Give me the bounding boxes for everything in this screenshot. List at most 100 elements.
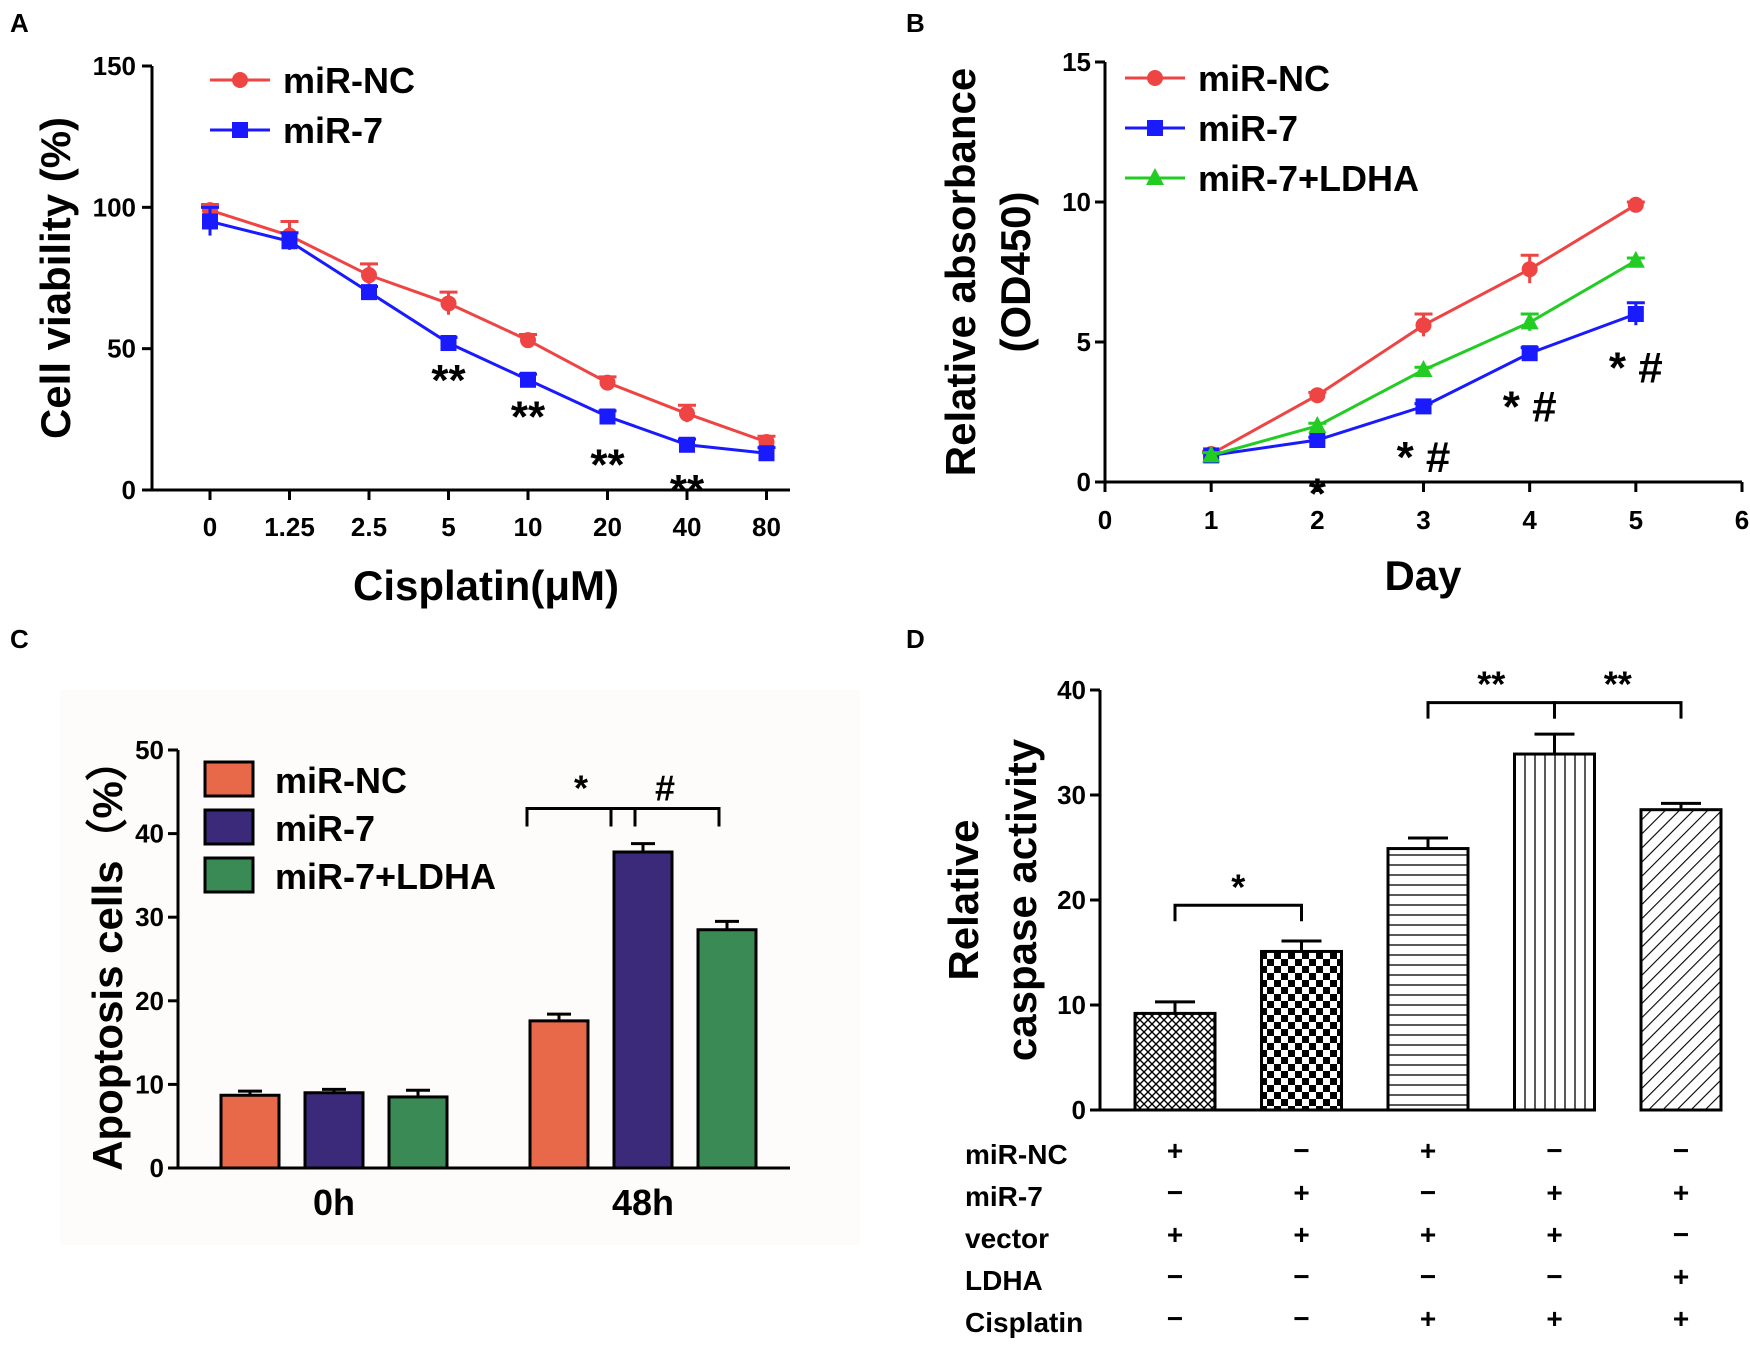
x-tick-label: 1 xyxy=(1204,505,1218,535)
x-tick-label: 1.25 xyxy=(264,512,315,542)
x-tick-label: 10 xyxy=(514,512,543,542)
y-tick-label: 0 xyxy=(1072,1095,1086,1125)
legend-swatch xyxy=(203,856,255,894)
condition-sign: + xyxy=(1293,1177,1309,1208)
condition-sign: − xyxy=(1546,1261,1562,1292)
condition-sign: + xyxy=(1420,1303,1436,1334)
x-axis-title: Day xyxy=(1384,552,1462,599)
legend-marker xyxy=(232,122,248,138)
condition-sign: − xyxy=(1420,1177,1436,1208)
condition-sign: + xyxy=(1546,1303,1562,1334)
y-axis-title-line-1: Relative xyxy=(940,819,987,980)
bracket-line xyxy=(525,807,637,827)
bar xyxy=(387,1095,449,1170)
data-point xyxy=(1414,360,1433,377)
condition-sign: + xyxy=(1673,1261,1689,1292)
condition-sign: + xyxy=(1546,1219,1562,1250)
significance-bracket: * xyxy=(1173,866,1303,922)
error-bar xyxy=(1534,732,1575,755)
panel-letter-d: D xyxy=(906,624,925,654)
condition-sign: − xyxy=(1673,1135,1689,1166)
x-tick-label: 2 xyxy=(1310,505,1324,535)
data-point xyxy=(599,408,616,425)
series-line xyxy=(209,220,767,455)
data-point xyxy=(1309,432,1326,448)
data-point xyxy=(1202,445,1221,463)
panel-a: 0 50 100 150 0 1.25 2.5 5 10 20 40 80 Cisplatin(μM) C… xyxy=(32,51,790,609)
legend: miR-NC miR-7 miR-7+LDHA xyxy=(1125,58,1419,199)
condition-sign: + xyxy=(1673,1177,1689,1208)
condition-sign: − xyxy=(1293,1261,1309,1292)
condition-label: miR-NC xyxy=(965,1139,1068,1170)
y-tick-label: 50 xyxy=(107,334,136,364)
x-tick-label: 2.5 xyxy=(351,512,387,542)
panel-letter-a: A xyxy=(10,8,29,38)
data-point xyxy=(1309,387,1326,404)
legend-marker xyxy=(232,72,248,88)
data-point xyxy=(281,233,298,250)
legend-label: miR-7+LDHA xyxy=(275,856,496,897)
y-tick-label: 10 xyxy=(1057,990,1086,1020)
condition-label: miR-7 xyxy=(965,1181,1043,1212)
significance-label: * xyxy=(1309,469,1327,518)
condition-sign: + xyxy=(1673,1303,1689,1334)
data-point xyxy=(1521,261,1538,278)
data-point xyxy=(520,332,536,349)
x-tick-label: 40 xyxy=(673,512,702,542)
data-point xyxy=(1627,196,1644,213)
y-tick-label: 15 xyxy=(1062,47,1091,77)
bar xyxy=(528,1019,590,1170)
data-point xyxy=(520,371,536,388)
data-point xyxy=(1626,250,1645,268)
data-point xyxy=(679,405,695,422)
condition-sign: + xyxy=(1420,1135,1436,1166)
legend-label: miR-NC xyxy=(275,760,407,801)
legend-label: miR-7 xyxy=(275,808,375,849)
series-1 xyxy=(201,205,776,462)
legend-marker xyxy=(1146,168,1164,185)
y-tick-label: 0 xyxy=(150,1153,164,1183)
series-line xyxy=(209,208,768,444)
x-tick-label: 80 xyxy=(752,512,781,542)
condition-sign: + xyxy=(1420,1219,1436,1250)
x-tick-label: 5 xyxy=(441,512,455,542)
condition-sign: − xyxy=(1546,1135,1562,1166)
condition-sign: + xyxy=(1293,1219,1309,1250)
bar xyxy=(696,928,758,1170)
bracket-line xyxy=(1553,701,1683,719)
y-tick-label: 20 xyxy=(135,986,164,1016)
significance-label: * # xyxy=(1503,383,1557,432)
legend-label: miR-NC xyxy=(283,60,415,101)
condition-sign: − xyxy=(1293,1135,1309,1166)
condition-sign: − xyxy=(1167,1303,1183,1334)
y-tick-label: 150 xyxy=(93,51,136,81)
legend-marker xyxy=(1147,120,1163,136)
data-point xyxy=(440,295,457,312)
legend-label: miR-7+LDHA xyxy=(1198,158,1419,199)
y-axis-title: Cell viability (%) xyxy=(32,117,79,439)
x-tick-label: 20 xyxy=(593,512,622,542)
y-tick-label: 5 xyxy=(1077,327,1091,357)
bar xyxy=(219,1093,281,1170)
y-tick-label: 50 xyxy=(135,735,164,765)
x-tick-label: 0 xyxy=(1098,505,1112,535)
y-tick-label: 0 xyxy=(122,475,136,505)
x-tick-label: 3 xyxy=(1416,505,1430,535)
bar xyxy=(612,850,674,1170)
condition-table: miR-NC + − + − − miR-7 − + − + + vector + + + + − LDHA − − − −… xyxy=(965,1135,1689,1338)
condition-label: Cisplatin xyxy=(965,1307,1083,1338)
y-axis-title-line-2: caspase activity xyxy=(998,738,1045,1061)
significance-label: * xyxy=(574,768,588,809)
data-point xyxy=(1627,306,1644,322)
legend-label: miR-7 xyxy=(283,110,383,151)
legend: miR-NC miR-7 miR-7+LDHA xyxy=(203,760,496,897)
significance-label: * xyxy=(1231,866,1245,907)
x-category-label: 0h xyxy=(313,1182,355,1223)
panel-letter-b: B xyxy=(906,8,925,38)
y-axis-title-line-2: (OD450) xyxy=(992,191,1039,352)
significance-label: * # xyxy=(1397,433,1451,482)
y-tick-label: 40 xyxy=(135,819,164,849)
condition-sign: − xyxy=(1673,1219,1689,1250)
data-point xyxy=(440,335,457,352)
